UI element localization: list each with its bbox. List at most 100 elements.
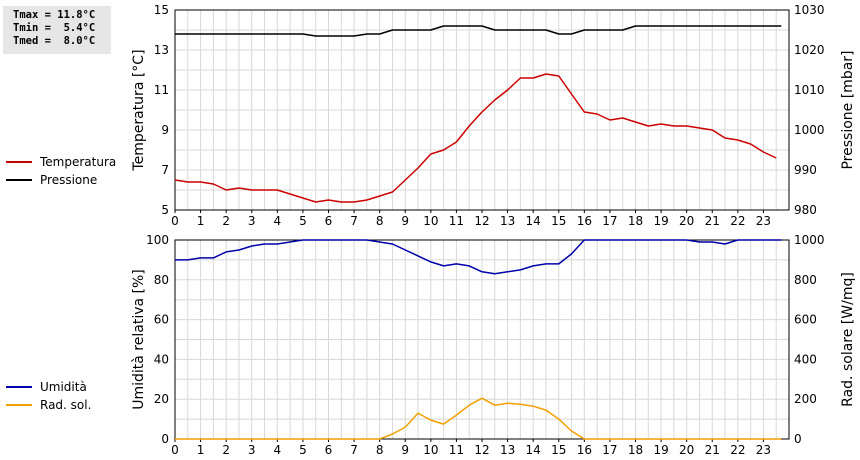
x-tick-label: 6 bbox=[325, 443, 333, 457]
x-tick-label: 5 bbox=[299, 443, 307, 457]
x-tick-label: 0 bbox=[171, 443, 179, 457]
y2-axis-label: Rad. solare [W/mq] bbox=[840, 272, 856, 407]
y2-tick-label: 400 bbox=[794, 352, 817, 366]
x-tick-label: 7 bbox=[350, 443, 358, 457]
x-tick-label: 13 bbox=[500, 443, 515, 457]
x-tick-label: 13 bbox=[500, 214, 515, 228]
x-tick-label: 8 bbox=[376, 443, 384, 457]
legend-item-rad-sol: Rad. sol. bbox=[6, 396, 91, 414]
x-tick-label: 11 bbox=[449, 443, 464, 457]
x-tick-label: 19 bbox=[653, 214, 668, 228]
y-tick-label: 0 bbox=[161, 432, 169, 446]
series-line-umidit bbox=[175, 239, 782, 275]
x-tick-label: 22 bbox=[730, 214, 745, 228]
y-axis-label: Umidità relativa [%] bbox=[131, 269, 147, 410]
chart-panel-2: 0 1 2 3 4 5 6 7 8 9 10 11 12 13 14 15 16 17 18 19 20 21 22 2302… bbox=[131, 233, 856, 457]
stat-tmax: Tmax = 11.8°C bbox=[13, 9, 96, 21]
x-tick-label: 10 bbox=[423, 443, 438, 457]
y-tick-label: 80 bbox=[154, 273, 169, 287]
series-line-rad-sol bbox=[175, 397, 782, 440]
y2-tick-label: 200 bbox=[794, 392, 817, 406]
y-tick-label: 7 bbox=[161, 163, 169, 177]
x-tick-label: 12 bbox=[474, 214, 489, 228]
x-tick-label: 17 bbox=[602, 214, 617, 228]
y2-tick-label: 1020 bbox=[794, 43, 825, 57]
y2-tick-label: 800 bbox=[794, 273, 817, 287]
y-tick-label: 15 bbox=[154, 3, 169, 17]
legend-swatch bbox=[6, 386, 32, 388]
series-line-pressione bbox=[175, 25, 782, 37]
legend-label: Pressione bbox=[40, 173, 98, 187]
chart-panel-1: 0 1 2 3 4 5 6 7 8 9 10 11 12 13 14 15 16 17 18 19 20 21 22 2357… bbox=[131, 3, 856, 228]
x-tick-label: 0 bbox=[171, 214, 179, 228]
legend-bottom: Umidità Rad. sol. bbox=[6, 378, 91, 414]
x-tick-label: 23 bbox=[756, 443, 771, 457]
y-tick-label: 13 bbox=[154, 43, 169, 57]
x-tick-label: 20 bbox=[679, 214, 694, 228]
x-tick-label: 9 bbox=[401, 443, 409, 457]
legend-top: Temperatura Pressione bbox=[6, 153, 116, 189]
stat-tmin: Tmin = 5.4°C bbox=[13, 22, 96, 34]
stat-tmed: Tmed = 8.0°C bbox=[13, 35, 96, 47]
x-tick-label: 3 bbox=[248, 443, 256, 457]
x-tick-label: 21 bbox=[705, 214, 720, 228]
x-tick-label: 15 bbox=[551, 214, 566, 228]
stats-box: Tmax = 11.8°C Tmin = 5.4°C Tmed = 8.0°C bbox=[3, 6, 111, 54]
x-tick-label: 7 bbox=[350, 214, 358, 228]
x-tick-label: 18 bbox=[628, 443, 643, 457]
x-tick-label: 20 bbox=[679, 443, 694, 457]
x-tick-label: 6 bbox=[325, 214, 333, 228]
y-tick-label: 40 bbox=[154, 352, 169, 366]
y2-tick-label: 1010 bbox=[794, 83, 825, 97]
x-tick-label: 2 bbox=[222, 443, 230, 457]
x-tick-label: 5 bbox=[299, 214, 307, 228]
legend-label: Temperatura bbox=[40, 155, 117, 169]
x-tick-label: 22 bbox=[730, 443, 745, 457]
x-tick-label: 21 bbox=[705, 443, 720, 457]
y-tick-label: 20 bbox=[154, 392, 169, 406]
y-axis-label: Temperatura [°C] bbox=[131, 49, 147, 171]
x-tick-label: 2 bbox=[222, 214, 230, 228]
y-tick-label: 11 bbox=[154, 83, 169, 97]
y-tick-label: 60 bbox=[154, 313, 169, 327]
x-tick-label: 14 bbox=[526, 443, 541, 457]
legend-item-umidita: Umidità bbox=[6, 378, 91, 396]
legend-label: Umidità bbox=[40, 380, 87, 394]
y2-tick-label: 1030 bbox=[794, 3, 825, 17]
x-tick-label: 10 bbox=[423, 214, 438, 228]
x-tick-label: 1 bbox=[197, 214, 205, 228]
y2-tick-label: 1000 bbox=[794, 123, 825, 137]
x-tick-label: 16 bbox=[577, 214, 592, 228]
x-tick-label: 9 bbox=[401, 214, 409, 228]
x-tick-label: 14 bbox=[526, 214, 541, 228]
legend-item-temperatura: Temperatura bbox=[6, 153, 116, 171]
x-tick-label: 4 bbox=[274, 214, 282, 228]
y2-tick-label: 600 bbox=[794, 313, 817, 327]
x-tick-label: 19 bbox=[653, 443, 668, 457]
legend-swatch bbox=[6, 179, 32, 181]
x-tick-label: 3 bbox=[248, 214, 256, 228]
y2-tick-label: 0 bbox=[794, 432, 802, 446]
y-tick-label: 9 bbox=[161, 123, 169, 137]
series-line-temperatura bbox=[174, 73, 777, 203]
legend-label: Rad. sol. bbox=[40, 398, 92, 412]
x-tick-label: 12 bbox=[474, 443, 489, 457]
y2-axis-label: Pressione [mbar] bbox=[840, 50, 856, 169]
legend-item-pressione: Pressione bbox=[6, 171, 116, 189]
x-tick-label: 16 bbox=[577, 443, 592, 457]
legend-swatch bbox=[6, 404, 32, 406]
x-tick-label: 8 bbox=[376, 214, 384, 228]
y-tick-label: 100 bbox=[146, 233, 169, 247]
y2-tick-label: 1000 bbox=[794, 233, 825, 247]
x-tick-label: 18 bbox=[628, 214, 643, 228]
x-tick-label: 23 bbox=[756, 214, 771, 228]
y2-tick-label: 990 bbox=[794, 163, 817, 177]
y-tick-label: 5 bbox=[161, 203, 169, 217]
y2-tick-label: 980 bbox=[794, 203, 817, 217]
x-tick-label: 1 bbox=[197, 443, 205, 457]
x-tick-label: 11 bbox=[449, 214, 464, 228]
x-tick-label: 4 bbox=[274, 443, 282, 457]
legend-swatch bbox=[6, 161, 32, 163]
x-tick-label: 17 bbox=[602, 443, 617, 457]
